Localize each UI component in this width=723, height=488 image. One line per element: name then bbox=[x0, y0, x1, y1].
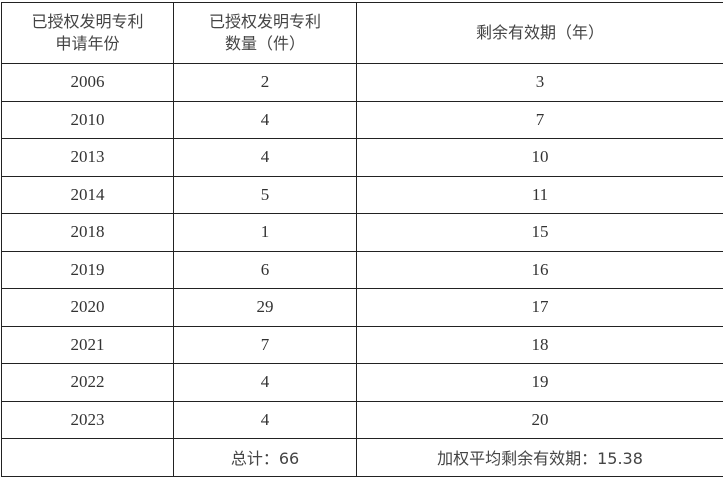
cell-count: 4 bbox=[174, 101, 357, 139]
cell-year: 2018 bbox=[2, 214, 174, 252]
cell-year: 2021 bbox=[2, 326, 174, 364]
cell-remaining: 7 bbox=[357, 101, 723, 139]
header-application-year: 已授权发明专利申请年份 bbox=[2, 3, 174, 64]
cell-count: 7 bbox=[174, 326, 357, 364]
header-line: 数量（件） bbox=[225, 34, 305, 53]
cell-count: 4 bbox=[174, 401, 357, 439]
footer-empty bbox=[2, 439, 174, 477]
cell-year: 2014 bbox=[2, 176, 174, 214]
cell-year: 2019 bbox=[2, 251, 174, 289]
cell-year: 2013 bbox=[2, 139, 174, 177]
cell-remaining: 16 bbox=[357, 251, 723, 289]
weighted-average-validity: 加权平均剩余有效期：15.38 bbox=[357, 439, 723, 477]
header-line: 已授权发明专利 bbox=[209, 12, 321, 31]
cell-remaining: 18 bbox=[357, 326, 723, 364]
cell-remaining: 20 bbox=[357, 401, 723, 439]
cell-remaining: 15 bbox=[357, 214, 723, 252]
cell-count: 29 bbox=[174, 289, 357, 327]
cell-remaining: 10 bbox=[357, 139, 723, 177]
cell-year: 2023 bbox=[2, 401, 174, 439]
cell-remaining: 3 bbox=[357, 64, 723, 102]
header-row: 已授权发明专利申请年份 已授权发明专利数量（件） 剩余有效期（年） bbox=[2, 3, 723, 64]
cell-remaining: 19 bbox=[357, 364, 723, 402]
cell-count: 2 bbox=[174, 64, 357, 102]
header-line: 已授权发明专利 bbox=[31, 12, 143, 31]
header-line: 申请年份 bbox=[55, 34, 119, 53]
cell-count: 5 bbox=[174, 176, 357, 214]
header-remaining-validity: 剩余有效期（年） bbox=[357, 3, 723, 64]
header-patent-count: 已授权发明专利数量（件） bbox=[174, 3, 357, 64]
cell-year: 2006 bbox=[2, 64, 174, 102]
cell-year: 2022 bbox=[2, 364, 174, 402]
header-line: 剩余有效期（年） bbox=[476, 23, 604, 42]
total-count: 总计：66 bbox=[174, 439, 357, 477]
footer-row: 总计：66 加权平均剩余有效期：15.38 bbox=[2, 439, 723, 477]
cell-count: 6 bbox=[174, 251, 357, 289]
cell-count: 1 bbox=[174, 214, 357, 252]
cell-year: 2010 bbox=[2, 101, 174, 139]
cell-count: 4 bbox=[174, 139, 357, 177]
cell-year: 2020 bbox=[2, 289, 174, 327]
cell-remaining: 11 bbox=[357, 176, 723, 214]
cell-remaining: 17 bbox=[357, 289, 723, 327]
cell-count: 4 bbox=[174, 364, 357, 402]
